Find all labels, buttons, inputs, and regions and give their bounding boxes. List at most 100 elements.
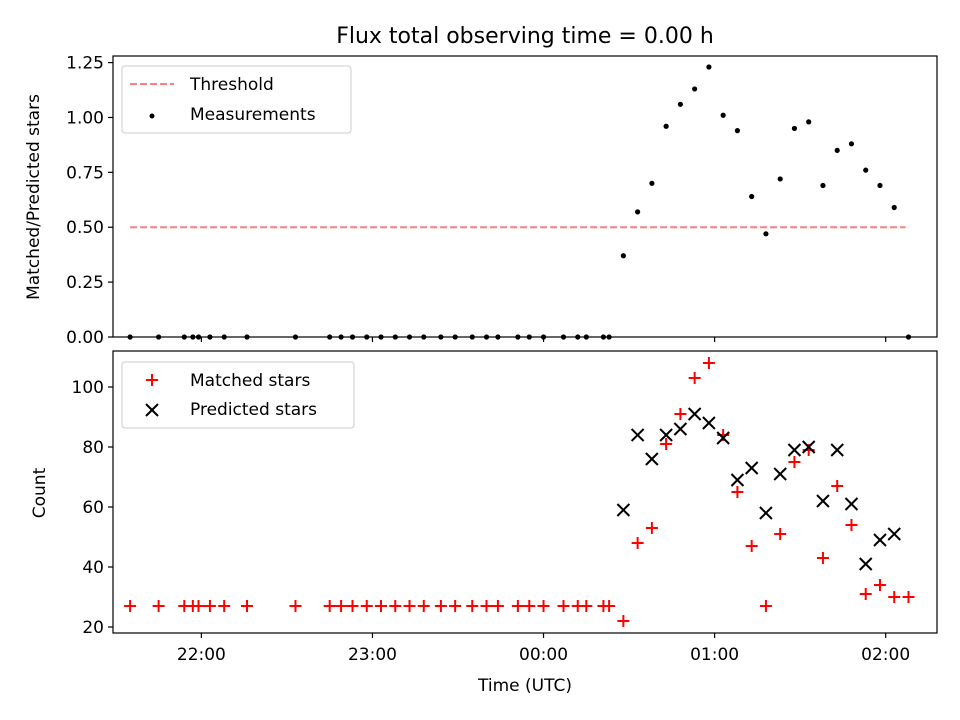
matched-star-point — [124, 600, 137, 612]
predicted-star-point — [830, 443, 844, 457]
legend-measurements-label: Measurements — [190, 105, 316, 125]
matched-star-point — [152, 600, 165, 612]
top-y-ticks: 0.00 0.25 0.50 0.75 1.00 1.25 — [66, 54, 113, 348]
bottom-y-tick-label: 20 — [82, 618, 104, 638]
matched-star-point — [557, 600, 570, 612]
predicted-star-point — [744, 461, 759, 475]
measurement-point — [763, 231, 769, 237]
measurement-point — [791, 125, 798, 132]
matched-star-point — [389, 600, 402, 612]
predicted-star-point — [673, 422, 688, 436]
bottom-y-tick-label: 60 — [82, 498, 104, 518]
predicted-star-point — [659, 428, 673, 442]
predicted-star-point — [730, 473, 745, 487]
matched-star-point — [466, 600, 479, 612]
predicted-star-point — [816, 494, 830, 508]
matched-star-point — [417, 600, 430, 612]
bottom-axes-frame — [112, 350, 938, 634]
predicted-star-point — [645, 452, 659, 466]
measurement-point — [649, 180, 655, 186]
top-y-tick-label: 1.00 — [66, 108, 104, 128]
x-tick-label: 02:00 — [861, 645, 910, 665]
matched-star-point — [580, 600, 593, 612]
measurement-point — [848, 141, 855, 147]
predicted-star-point — [630, 428, 645, 442]
matched-star-point — [511, 600, 524, 612]
predicted-star-point — [859, 557, 873, 571]
predicted-star-point — [759, 506, 773, 520]
matched-star-point — [688, 372, 701, 384]
matched-star-point — [873, 579, 886, 591]
matched-star-point — [845, 519, 858, 531]
top-legend-box — [121, 65, 352, 134]
top-y-tick-label: 1.25 — [66, 54, 104, 74]
top-y-tick-label: 0.50 — [66, 218, 104, 238]
measurement-point — [749, 193, 755, 200]
predicted-star-point — [616, 503, 631, 517]
bottom-y-tick-label: 40 — [82, 558, 104, 578]
figure-title: Flux total observing time = 0.00 h — [336, 24, 714, 49]
legend-predicted-label: Predicted stars — [190, 400, 317, 420]
matched-star-point — [888, 591, 901, 603]
predicted-star-point — [873, 533, 887, 547]
matched-star-point — [745, 540, 758, 552]
matched-star-point — [241, 600, 254, 612]
bottom-x-ticks: 22:00 23:00 00:00 01:00 02:00 — [177, 633, 910, 665]
x-tick-label: 23:00 — [348, 645, 397, 665]
matched-star-point — [203, 600, 216, 612]
measurement-point — [877, 182, 883, 189]
matched-star-point — [617, 615, 630, 627]
matched-star-point — [660, 438, 673, 450]
bottom-y-tick-label: 100 — [72, 378, 104, 398]
measurement-point — [820, 182, 826, 189]
matched-star-point — [323, 600, 336, 612]
matched-star-point — [831, 480, 844, 492]
measurement-point — [777, 176, 783, 182]
matched-star-point — [902, 591, 915, 603]
matched-star-point — [491, 600, 504, 612]
predicted-star-point — [844, 497, 859, 511]
x-axis-label: Time (UTC) — [477, 676, 572, 696]
bottom-legend: Matched stars Predicted stars — [121, 361, 355, 429]
measurement-point — [891, 204, 897, 211]
matched-star-point — [631, 537, 644, 549]
measurement-point — [706, 64, 712, 70]
legend-matched-swatch — [146, 374, 158, 386]
top-legend: Threshold Measurements — [121, 65, 352, 134]
matched-star-point — [674, 408, 687, 420]
matched-star-point — [859, 588, 872, 600]
bottom-panel: 20 40 60 80 100 22:00 23:00 00:00 01:00 02:00 Co… — [30, 350, 938, 696]
predicted-star-point — [787, 443, 802, 457]
matched-star-point — [645, 522, 658, 534]
matched-star-point — [788, 456, 801, 468]
measurement-point — [734, 128, 741, 134]
matched-star-point — [192, 600, 205, 612]
matched-star-point — [375, 600, 388, 612]
bottom-y-tick-label: 80 — [82, 438, 104, 458]
measurement-point — [663, 123, 669, 129]
predicted-star-point — [887, 527, 901, 541]
matched-star-point — [816, 552, 829, 564]
matched-star-point — [702, 357, 715, 369]
matched-star-point — [335, 600, 348, 612]
legend-matched-label: Matched stars — [190, 371, 310, 391]
x-tick-label: 01:00 — [690, 645, 739, 665]
matched-star-point — [603, 600, 616, 612]
legend-measurements-swatch — [149, 113, 155, 119]
bottom-y-axis-label: Count — [30, 467, 50, 518]
measurement-point — [720, 112, 726, 118]
matched-star-point — [449, 600, 462, 612]
top-axes-frame — [112, 55, 938, 338]
predicted-star-point — [801, 440, 816, 454]
legend-threshold-label: Threshold — [189, 75, 274, 95]
matched-star-point — [523, 600, 536, 612]
bottom-points-layer — [124, 357, 915, 627]
measurement-point — [677, 101, 683, 107]
matched-star-point — [289, 600, 302, 612]
measurement-point — [863, 167, 869, 173]
x-tick-label: 22:00 — [177, 645, 226, 665]
bottom-y-ticks: 20 40 60 80 100 — [72, 378, 113, 638]
measurement-point — [692, 86, 698, 92]
matched-star-point — [403, 600, 416, 612]
top-y-axis-label: Matched/Predicted stars — [24, 94, 44, 300]
